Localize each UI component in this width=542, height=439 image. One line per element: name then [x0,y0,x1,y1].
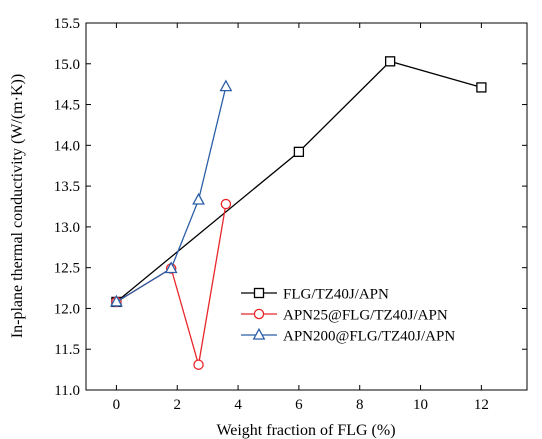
x-tick-label: 0 [113,397,121,413]
x-tick-label: 6 [295,397,303,413]
plot-area [85,22,528,391]
y-axis-title: In-plane thermal conductivity (W/(m·K)) [9,74,26,338]
y-tick-label: 13.5 [54,179,80,195]
y-tick-label: 15.5 [54,16,80,32]
x-tick-label: 2 [173,397,181,413]
data-point [192,192,205,205]
legend-item: APN200@FLG/TZ40J/APN [241,327,455,345]
legend-marker [252,327,266,340]
data-point [110,294,123,307]
x-tick-label: 4 [234,397,242,413]
series-line [116,86,227,303]
legend-item: FLG/TZ40J/APN [241,287,389,303]
data-point [193,359,204,370]
y-tick-label: 14.0 [54,138,80,154]
y-tick-label: 12.0 [54,301,80,317]
data-point [476,82,487,93]
data-point [219,79,233,92]
data-point [384,56,396,67]
legend-label: APN25@FLG/TZ40J/APN [283,308,448,324]
legend-label: APN200@FLG/TZ40J/APN [283,329,455,345]
series-2 [110,79,233,307]
data-point [220,198,232,210]
y-tick-label: 13.0 [54,220,80,236]
y-tick-label: 11.5 [54,342,80,358]
y-tick-label: 15.0 [54,57,80,73]
x-axis-title: Weight fraction of FLG (%) [216,422,395,439]
legend: FLG/TZ40J/APN APN25@FLG/TZ40J/APN APN200@F… [241,287,455,345]
x-tick-label: 12 [474,397,489,413]
data-point [164,261,178,274]
y-tick-label: 14.5 [54,98,80,114]
series-layer [110,56,487,370]
series-line [116,60,482,303]
axis-ticks: 0 2 4 6 8 10 12 11.0 11.5 12.0 12.5 13.0 13.5 14.0 14.… [54,16,527,413]
y-tick-label: 12.5 [54,261,80,277]
legend-marker [253,287,265,299]
legend-item: APN25@FLG/TZ40J/APN [241,308,448,324]
x-tick-label: 8 [356,397,364,413]
data-point [293,146,305,158]
legend-label: FLG/TZ40J/APN [283,287,389,303]
legend-marker [253,308,265,320]
y-tick-label: 11.0 [54,383,80,399]
x-tick-label: 10 [413,397,428,413]
